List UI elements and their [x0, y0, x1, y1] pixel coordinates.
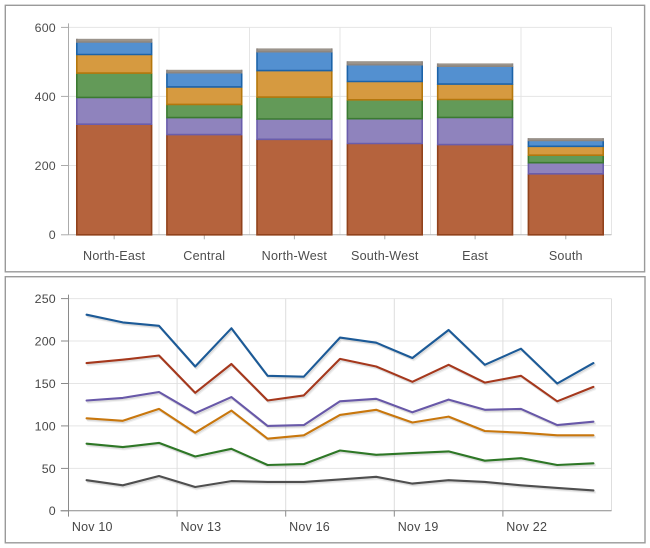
svg-text:South: South	[549, 249, 583, 263]
svg-text:Nov 13: Nov 13	[181, 520, 222, 534]
svg-text:South-West: South-West	[351, 249, 419, 263]
svg-text:200: 200	[35, 334, 56, 348]
svg-text:North-East: North-East	[83, 249, 145, 263]
svg-text:50: 50	[42, 462, 56, 476]
svg-text:200: 200	[35, 159, 56, 173]
svg-text:Nov 10: Nov 10	[72, 520, 113, 534]
svg-text:North-West: North-West	[262, 249, 328, 263]
svg-text:East: East	[462, 249, 488, 263]
svg-text:Central: Central	[183, 249, 225, 263]
svg-text:150: 150	[35, 377, 56, 391]
svg-text:250: 250	[35, 292, 56, 306]
svg-text:Nov 19: Nov 19	[398, 520, 439, 534]
svg-text:Nov 16: Nov 16	[289, 520, 330, 534]
svg-text:400: 400	[35, 90, 56, 104]
svg-text:100: 100	[35, 419, 56, 433]
svg-text:600: 600	[35, 21, 56, 35]
svg-text:0: 0	[49, 504, 56, 518]
svg-text:0: 0	[49, 228, 56, 242]
svg-text:Nov 22: Nov 22	[506, 520, 547, 534]
